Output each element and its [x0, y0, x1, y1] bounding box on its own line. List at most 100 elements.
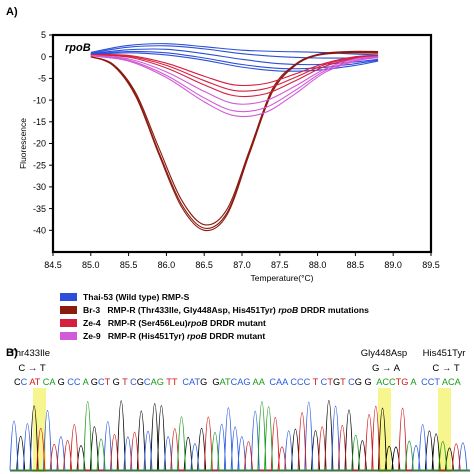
base-call: CAA: [264, 377, 289, 387]
base-call: G: [355, 377, 362, 387]
x-tick-label: 84.5: [44, 260, 62, 270]
y-tick-label: -5: [38, 74, 46, 84]
legend-entry: Ze-9 RMP-R (His451Tyr) rpoB DRDR mutant: [60, 329, 470, 342]
base-call: AT: [220, 377, 231, 387]
panel-a-label: A): [6, 6, 18, 18]
base-call: CA: [40, 377, 56, 387]
panel-b: B) Thr433Ile C → T Gly448Asp G → A His451Tyr C…: [0, 342, 474, 474]
melt-curve-line: [90, 51, 379, 226]
legend-swatch: [60, 318, 77, 327]
melt-curve-line: [90, 54, 379, 98]
melt-curve-line: [90, 53, 379, 87]
melt-curve-line: [90, 52, 379, 72]
base-call: ACA: [440, 377, 462, 387]
melt-curve-line: [90, 54, 379, 113]
mutation-change: C → T: [18, 363, 45, 374]
x-tick-label: 87.5: [271, 260, 289, 270]
base-call-sequence: CC AT CA G CC A GCT G T CGCAG TT CATG GA…: [14, 377, 462, 387]
y-axis-label: Fluorescence: [18, 118, 28, 169]
base-call: AT: [27, 377, 40, 387]
legend-text: Ze-9 RMP-R (His451Tyr): [83, 330, 187, 341]
melt-curve-line: [90, 53, 379, 92]
x-tick-label: 86.5: [195, 260, 213, 270]
legend-text: Thai-53 (Wild type) RMP-S: [83, 291, 190, 302]
base-call: G: [55, 377, 65, 387]
y-tick-label: 5: [41, 30, 46, 40]
base-call: T: [327, 377, 333, 387]
melt-curve-line: [90, 54, 379, 105]
base-call: A: [81, 377, 90, 387]
x-tick-label: 87.0: [233, 260, 251, 270]
legend-text: Ze-4 RMP-R (Ser456Leu): [83, 317, 188, 328]
melt-curve-line: [90, 55, 379, 118]
x-tick-label: 89.5: [422, 260, 440, 270]
y-tick-label: -35: [33, 204, 46, 214]
legend-text: DRDR mutant: [207, 330, 266, 341]
y-tick-label: -10: [33, 95, 46, 105]
base-call: AA: [251, 377, 266, 387]
base-call: G: [137, 377, 144, 387]
y-tick-label: 0: [41, 52, 46, 62]
base-call: T: [340, 377, 346, 387]
x-tick-label: 89.0: [384, 260, 402, 270]
melt-curve-line: [90, 43, 379, 56]
melt-curve-line: [90, 50, 379, 70]
base-call: CCT: [416, 377, 440, 387]
base-call: C: [346, 377, 356, 387]
mutation-name: Thr433Ile: [10, 348, 50, 359]
legend-text: rpoB: [278, 304, 299, 315]
melt-curve-line: [90, 52, 379, 232]
trace-line: [10, 400, 470, 471]
base-call: C: [318, 377, 328, 387]
base-call: A: [408, 377, 417, 387]
y-tick-label: -30: [33, 182, 46, 192]
legend-text: rpoB: [187, 317, 208, 328]
base-call: G: [207, 377, 219, 387]
trace-line: [10, 405, 470, 471]
gene-label: rpoB: [65, 42, 91, 54]
panel-b-label: B): [6, 347, 18, 359]
mutation-name: His451Tyr: [423, 348, 466, 359]
legend-text: DRDR mutant: [207, 317, 266, 328]
base-call: C: [144, 377, 151, 387]
base-call: T: [120, 377, 128, 387]
legend-swatch: [60, 331, 77, 340]
chart-legend: Thai-53 (Wild type) RMP-S Br-3 RMP-R (Thr…: [60, 290, 470, 342]
x-tick-label: 88.0: [309, 260, 327, 270]
legend-text: Br-3 RMP-R (Thr433Ile, Gly448Asp, His451…: [83, 304, 279, 315]
sequencing-chromatogram: B)Thr433Ile C → T Gly448Asp G → A His451Tyr C…: [6, 347, 470, 472]
base-call: T: [310, 377, 318, 387]
y-tick-label: -40: [33, 226, 46, 236]
y-tick-label: -15: [33, 117, 46, 127]
base-call: G: [110, 377, 120, 387]
trace-line: [9, 401, 470, 471]
base-call: ACC: [372, 377, 396, 387]
y-tick-label: -25: [33, 160, 46, 170]
base-call: CC: [65, 377, 81, 387]
base-call: AG: [151, 377, 164, 387]
legend-swatch: [60, 292, 77, 301]
y-tick-label: -20: [33, 139, 46, 149]
panel-a: A) rpoB 84.5 85.0 85.5 86.0 86.5 87.0 87.5 88.0 88…: [6, 6, 470, 342]
mutation-change: C → T: [432, 363, 459, 374]
legend-entry: Br-3 RMP-R (Thr433Ile, Gly448Asp, His451…: [60, 303, 470, 316]
base-call: G: [88, 377, 98, 387]
x-tick-label: 85.5: [120, 260, 138, 270]
base-call: CCC: [288, 377, 311, 387]
legend-entry: Ze-4 RMP-R (Ser456Leu) rpoB DRDR mutant: [60, 316, 470, 329]
base-call: G: [362, 377, 372, 387]
mutation-name: Gly448Asp: [361, 348, 407, 359]
base-call: C: [98, 377, 105, 387]
x-tick-label: 85.0: [82, 260, 100, 270]
base-call: CAT: [177, 377, 200, 387]
base-call: C: [128, 377, 138, 387]
x-tick-label: 88.5: [347, 260, 365, 270]
base-call: CAG: [231, 377, 251, 387]
x-axis-label: Temperature(°C): [251, 273, 314, 283]
base-call: C: [21, 377, 28, 387]
mutation-change: G → A: [372, 363, 401, 374]
legend-text: rpoB: [186, 330, 208, 341]
base-call: TT: [164, 377, 178, 387]
legend-swatch: [60, 305, 77, 314]
base-call: G: [333, 377, 340, 387]
